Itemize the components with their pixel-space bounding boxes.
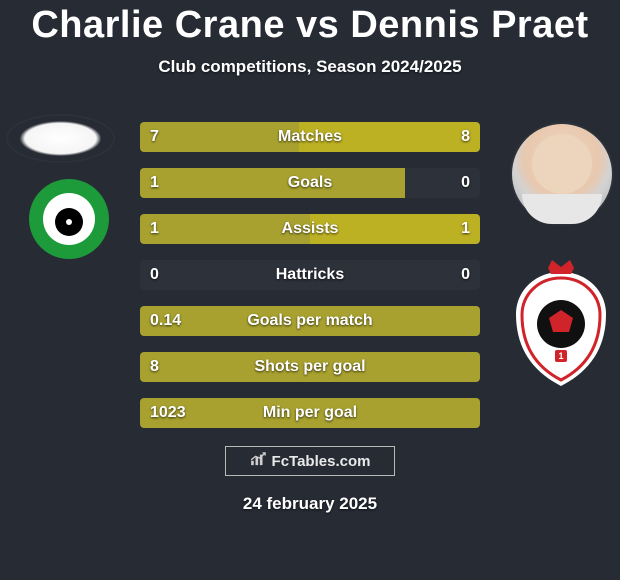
- watermark-text: FcTables.com: [272, 453, 371, 470]
- bar-left: [140, 352, 480, 382]
- club-logo-left: [28, 178, 110, 260]
- footer-date: 24 february 2025: [0, 494, 620, 514]
- stat-value-right: 0: [461, 168, 470, 198]
- stat-row-shots-per-goal: Shots per goal8: [140, 352, 480, 382]
- club-logo-right: 1: [510, 258, 612, 388]
- stat-value-left: 0: [150, 260, 159, 290]
- bar-right: [299, 122, 480, 152]
- bar-left: [140, 306, 480, 336]
- stat-row-goals: Goals10: [140, 168, 480, 198]
- watermark-icon: [250, 452, 268, 470]
- stat-row-assists: Assists11: [140, 214, 480, 244]
- stat-value-right: 0: [461, 260, 470, 290]
- svg-text:1: 1: [558, 351, 563, 361]
- bar-left: [140, 214, 310, 244]
- stat-row-matches: Matches78: [140, 122, 480, 152]
- player-photo-left: [8, 116, 113, 161]
- page-title: Charlie Crane vs Dennis Praet: [0, 0, 620, 47]
- player-photo-right: [512, 124, 612, 224]
- bar-left: [140, 168, 405, 198]
- bar-left: [140, 122, 299, 152]
- bar-right: [310, 214, 480, 244]
- page-subtitle: Club competitions, Season 2024/2025: [0, 57, 620, 77]
- stat-row-min-per-goal: Min per goal1023: [140, 398, 480, 428]
- stat-row-goals-per-match: Goals per match0.14: [140, 306, 480, 336]
- stat-label: Hattricks: [140, 260, 480, 290]
- bar-left: [140, 398, 480, 428]
- comparison-chart: Matches78Goals10Assists11Hattricks00Goal…: [140, 122, 480, 444]
- watermark: FcTables.com: [225, 446, 395, 476]
- stat-row-hattricks: Hattricks0 0: [140, 260, 480, 290]
